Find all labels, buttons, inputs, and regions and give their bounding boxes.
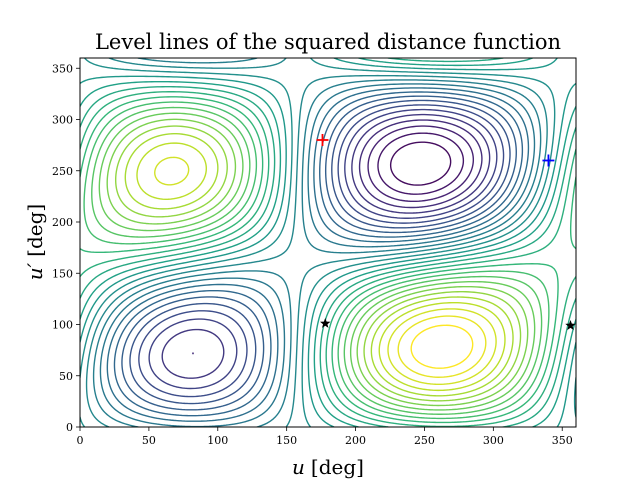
y-tick-label: 250 [52, 165, 73, 178]
x-tick-label: 150 [276, 434, 297, 447]
contour-level-line [389, 141, 452, 186]
x-axis-ticks: 0 50 100 150 200 250 300 350 [77, 427, 573, 447]
contour-level-line [410, 324, 474, 369]
plot-frame [79, 57, 577, 428]
contour-level-line [192, 119, 483, 355]
contour-level-line [397, 315, 487, 378]
contour-level-line [80, 58, 576, 427]
y-tick-label: 150 [52, 267, 73, 280]
contour-level-line [161, 113, 491, 379]
x-tick-label: 300 [483, 434, 504, 447]
contour-level-line [98, 112, 536, 411]
contour-level-line [85, 58, 548, 427]
contour-level-line [92, 58, 542, 427]
contour-level-line [80, 58, 576, 427]
x-tick-label: 200 [345, 434, 366, 447]
y-tick-label: 200 [52, 216, 73, 229]
y-axis-unit: [deg] [23, 204, 47, 257]
contour-level-line [91, 106, 543, 415]
contour-lines [80, 58, 576, 427]
star-marker [320, 317, 331, 328]
x-axis-unit: [deg] [311, 455, 364, 479]
contour-level-line [121, 95, 517, 411]
contour-level-line [106, 87, 530, 422]
y-tick-label: 350 [52, 62, 73, 75]
x-tick-label: 350 [552, 434, 573, 447]
x-tick-label: 50 [142, 434, 156, 447]
contour-level-line [99, 83, 536, 427]
contour-level-line [80, 58, 576, 427]
contour-level-line [136, 142, 506, 392]
contour-level-line [80, 58, 576, 427]
y-tick-label: 100 [52, 319, 73, 332]
x-tick-label: 250 [414, 434, 435, 447]
plus-marker [316, 134, 329, 146]
y-axis-ticks: 0 50 100 150 200 250 300 350 [52, 62, 80, 434]
contour-level-line [129, 99, 511, 405]
contour-level-line [367, 125, 475, 203]
plus-marker [542, 154, 555, 167]
contour-level-line [148, 108, 498, 390]
x-axis-variable: u [292, 455, 305, 479]
contour-level-line [80, 91, 576, 427]
x-axis-label: u [deg] [292, 455, 364, 479]
markers [316, 134, 576, 330]
y-tick-label: 0 [66, 421, 73, 434]
y-tick-label: 300 [52, 114, 73, 127]
contour-level-line [113, 91, 524, 417]
contour-level-line [124, 133, 514, 397]
chart-title: Level lines of the squared distance func… [95, 30, 561, 54]
contour-level-line [154, 156, 497, 386]
y-tick-label: 50 [59, 370, 73, 383]
star-marker [565, 320, 576, 330]
contour-level-line [138, 104, 505, 398]
y-axis-label: u′ [deg] [23, 204, 47, 280]
y-axis-variable: u′ [23, 262, 47, 280]
x-tick-label: 100 [207, 434, 228, 447]
x-tick-label: 0 [77, 434, 84, 447]
contour-level-line [83, 101, 550, 420]
contour-level-line [377, 132, 465, 195]
contour-level-line [114, 125, 522, 402]
contour-level-line [106, 118, 529, 407]
contour-level-line [80, 96, 576, 424]
